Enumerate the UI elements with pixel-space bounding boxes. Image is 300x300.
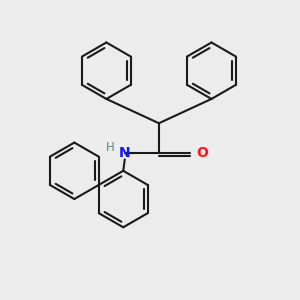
Text: H: H (106, 140, 114, 154)
Text: O: O (197, 146, 208, 160)
Text: N: N (119, 146, 130, 160)
